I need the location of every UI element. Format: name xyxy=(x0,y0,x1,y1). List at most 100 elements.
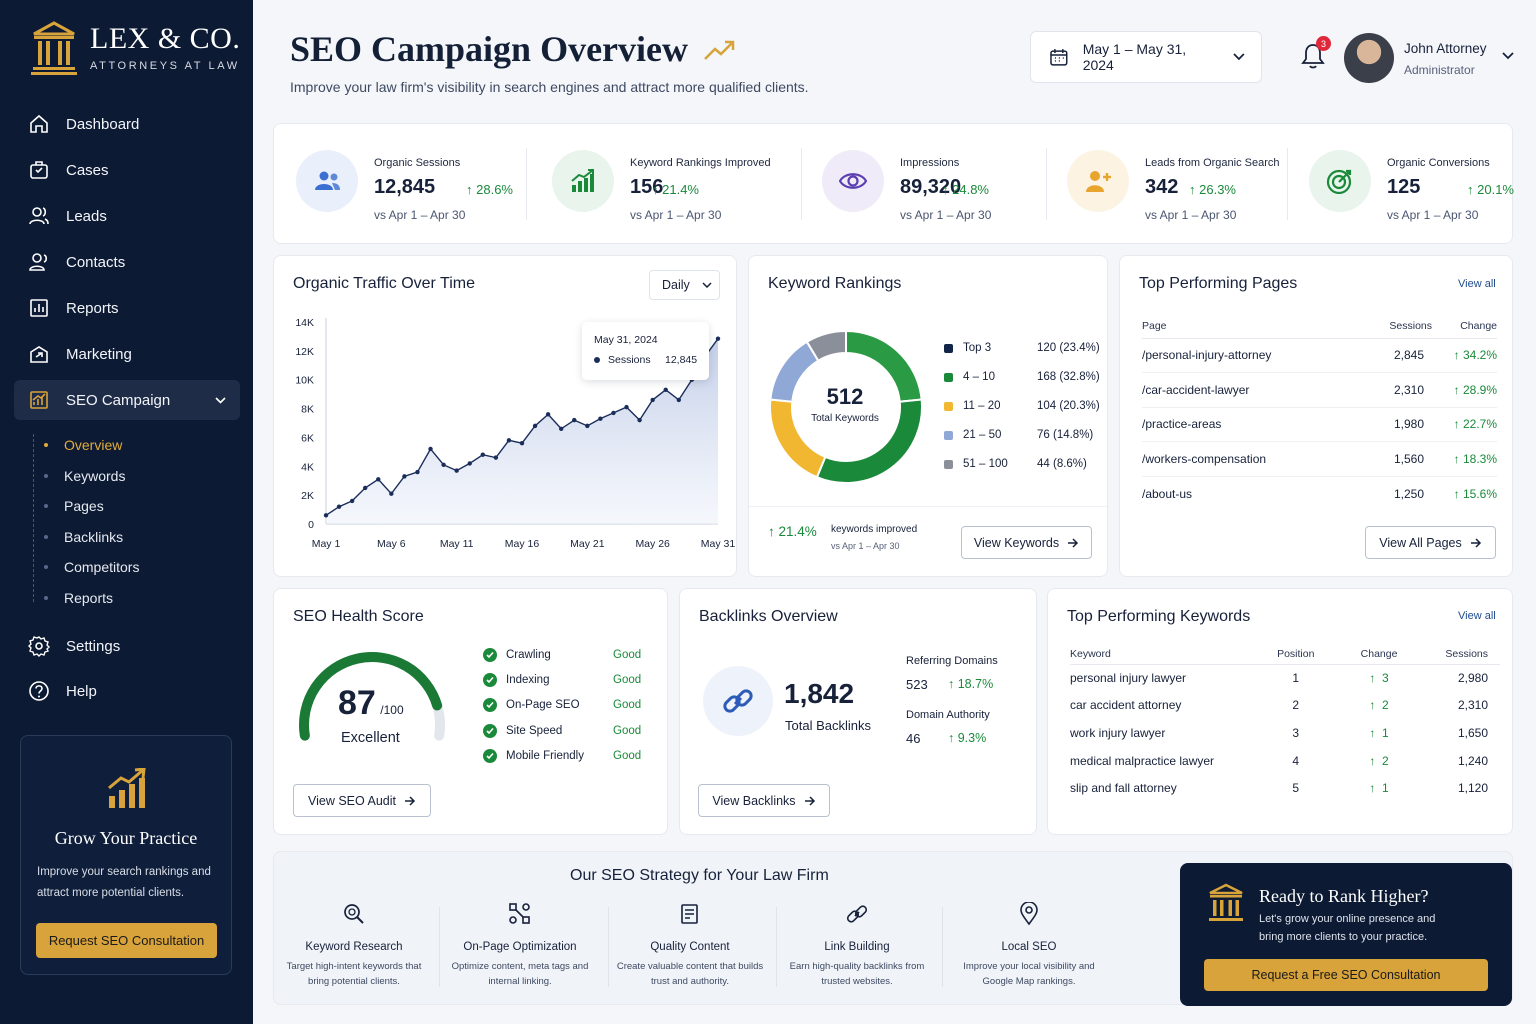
sidebar-item-reports[interactable]: Reports xyxy=(14,288,240,328)
keyword-sessions: 1,650 xyxy=(1457,725,1488,740)
promo-text: Improve your search rankings and attract… xyxy=(37,866,211,899)
view-all-pages-button[interactable]: View All Pages xyxy=(1365,526,1496,559)
table-row[interactable]: /practice-areas 1,980 ↑ 22.7% xyxy=(1142,407,1497,443)
health-check-on-page-seo: On-Page SEO Good xyxy=(483,695,641,715)
megaphone-icon xyxy=(30,346,48,363)
kpi-strip: Organic Sessions 12,845 ↑ 28.6% vs Apr 1 – … xyxy=(273,123,1514,244)
strategy-item-desc: Improve your local visibility and Google… xyxy=(963,961,1095,987)
table-row[interactable]: medical malpractice lawyer 4 ↑ 2 1,240 xyxy=(1070,747,1500,775)
donut-total: 512 xyxy=(826,384,864,409)
sidebar-item-settings[interactable]: Settings xyxy=(14,626,240,666)
sidebar-item-seo-campaign[interactable]: SEO Campaign xyxy=(14,380,240,420)
top-keywords-view-all[interactable]: View all xyxy=(1458,610,1496,622)
legend-item: 4 – 10 168 (32.8%) xyxy=(944,371,1100,383)
subnav-item-pages[interactable]: Pages xyxy=(30,491,139,522)
legend-value: 44 (8.6%) xyxy=(1037,458,1087,470)
top-pages-view-all[interactable]: View all xyxy=(1458,278,1496,290)
x-tick-label: May 6 xyxy=(377,538,406,550)
table-row[interactable]: car accident attorney 2 ↑ 2 2,310 xyxy=(1070,692,1500,720)
top-keywords-table: Keyword Position Change Sessions personal in… xyxy=(1070,644,1500,802)
request-consultation-button[interactable]: Request SEO Consultation xyxy=(36,923,217,958)
keyword-sessions: 1,120 xyxy=(1457,781,1488,796)
data-point xyxy=(637,417,642,423)
y-tick-label: 12K xyxy=(295,346,314,358)
subnav-item-backlinks[interactable]: Backlinks xyxy=(30,522,139,553)
date-range-value: May 1 – May 31, 2024 xyxy=(1082,41,1187,73)
kpi-compare: vs Apr 1 – Apr 30 xyxy=(1387,208,1479,222)
column-header[interactable]: Page xyxy=(1142,314,1347,339)
table-row[interactable]: work injury lawyer 3 ↑ 1 1,650 xyxy=(1070,719,1500,747)
table-header-row: Page Sessions Change xyxy=(1142,314,1497,339)
page-change: ↑ 28.9% xyxy=(1432,372,1497,408)
chevron-down-icon[interactable] xyxy=(1502,52,1514,60)
data-point xyxy=(467,461,472,466)
kpi-change-value: 24.8% xyxy=(952,182,989,197)
arrow-right-icon xyxy=(405,795,416,806)
x-tick-label: May 31 xyxy=(701,538,736,550)
page-path: /about-us xyxy=(1142,486,1193,501)
keyword-name: work injury lawyer xyxy=(1070,725,1166,740)
table-row[interactable]: personal injury lawyer 1 ↑ 3 2,980 xyxy=(1070,664,1500,692)
table-row[interactable]: /personal-injury-attorney 2,845 ↑ 34.2% xyxy=(1142,338,1497,374)
view-keywords-button[interactable]: View Keywords xyxy=(961,526,1092,559)
sidebar-item-leads[interactable]: Leads xyxy=(14,196,240,236)
change-value: 1 xyxy=(1382,781,1389,796)
page-change: ↑ 34.2% xyxy=(1432,338,1497,374)
user-avatar[interactable] xyxy=(1344,33,1394,83)
table-row[interactable]: slip and fall attorney 5 ↑ 1 1,120 xyxy=(1070,774,1500,802)
table-row[interactable]: /about-us 1,250 ↑ 15.6% xyxy=(1142,476,1497,511)
page-path: /practice-areas xyxy=(1142,407,1347,443)
sidebar-item-dashboard[interactable]: Dashboard xyxy=(14,104,240,144)
column-header[interactable]: Change xyxy=(1333,644,1425,665)
keyword-change: ↑ 2 xyxy=(1369,753,1389,768)
check-circle-icon xyxy=(483,673,497,688)
legend-swatch xyxy=(944,401,953,411)
legend-label: 51 – 100 xyxy=(963,458,1008,470)
sidebar-item-cases[interactable]: Cases xyxy=(14,150,240,190)
kpi-change-value: 21.4% xyxy=(662,182,699,197)
sidebar-item-contacts[interactable]: Contacts xyxy=(14,242,240,282)
column-header[interactable]: Keyword xyxy=(1070,644,1259,665)
change-value: 2 xyxy=(1382,698,1389,713)
page-subtitle: Improve your law firm's visibility in se… xyxy=(290,79,809,95)
sidebar-item-help[interactable]: Help xyxy=(14,671,240,711)
subnav-item-overview[interactable]: Overview xyxy=(30,430,139,461)
sidebar-item-marketing[interactable]: Marketing xyxy=(14,334,240,374)
seo-subnav: Overview Keywords Pages Backlinks Competitor… xyxy=(30,430,139,613)
data-point xyxy=(336,504,342,509)
table-row[interactable]: /workers-compensation 1,560 ↑ 18.3% xyxy=(1142,441,1497,477)
view-seo-audit-button[interactable]: View SEO Audit xyxy=(293,784,431,817)
page-sessions: 1,250 xyxy=(1393,486,1424,501)
strategy-item-desc: Target high-intent keywords that bring p… xyxy=(286,961,422,987)
view-backlinks-button[interactable]: View Backlinks xyxy=(698,784,830,817)
health-score: 87 /100 xyxy=(338,684,404,723)
brand-logo[interactable]: LEX & CO. ATTORNEYS AT LAW xyxy=(30,20,240,76)
column-header[interactable]: Position xyxy=(1258,644,1334,665)
data-point xyxy=(376,477,381,482)
subnav-item-reports[interactable]: Reports xyxy=(30,583,139,614)
kpi-icon-circle xyxy=(296,150,358,212)
user-name[interactable]: John Attorney xyxy=(1404,41,1487,56)
chevron-down-icon xyxy=(215,396,226,404)
x-tick-label: May 16 xyxy=(505,538,540,550)
donut-total-label: Total Keywords xyxy=(811,413,879,424)
request-free-consultation-button[interactable]: Request a Free SEO Consultation xyxy=(1204,959,1488,991)
data-point xyxy=(545,412,551,417)
period-select[interactable]: Daily xyxy=(649,270,720,300)
health-score-max: /100 xyxy=(380,703,404,717)
data-point xyxy=(323,513,329,518)
column-header[interactable]: Sessions xyxy=(1347,314,1432,339)
domain-authority-value: 46 xyxy=(906,731,921,746)
column-header[interactable]: Change xyxy=(1432,314,1497,339)
data-point xyxy=(349,498,355,504)
y-tick-label: 14K xyxy=(295,317,314,329)
column-header[interactable]: Sessions xyxy=(1424,644,1500,665)
legend-item: 21 – 50 76 (14.8%) xyxy=(944,429,1093,441)
table-row[interactable]: /car-accident-lawyer 2,310 ↑ 28.9% xyxy=(1142,372,1497,408)
chevron-down-icon xyxy=(702,282,712,288)
date-range-picker[interactable]: May 1 – May 31, 2024 xyxy=(1030,31,1262,83)
subnav-item-competitors[interactable]: Competitors xyxy=(30,552,139,583)
subnav-item-keywords[interactable]: Keywords xyxy=(30,461,139,492)
kpi-divider xyxy=(1046,148,1047,220)
link-icon xyxy=(723,689,753,713)
